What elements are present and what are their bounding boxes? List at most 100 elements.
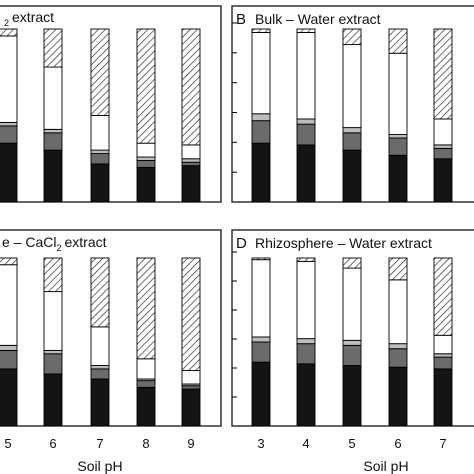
panel-a-bar-3-segment-lightgray: [90, 149, 110, 155]
panel-d-bar-2-segment-darkgray: [296, 343, 316, 365]
x-tick-label-5: 5: [4, 436, 11, 451]
panel-c-bar-4-segment-darkgray: [136, 380, 156, 388]
panel-b-bar-3-segment-black: [342, 149, 362, 203]
panel-d-bar-4-segment-white: [388, 279, 408, 345]
left-x-axis-title: Soil pH: [77, 458, 122, 474]
panel-c-bar-4-segment-white: [136, 358, 156, 380]
panel-d-bar-3-segment-hatched: [342, 257, 362, 269]
panel-d-bar-1-segment-white: [251, 259, 271, 338]
panel-b-bar-5-segment-lightgray: [433, 144, 453, 149]
panel-a-bar-5-segment-white: [181, 144, 201, 160]
panel-c-bar-2-segment-darkgray: [43, 353, 63, 375]
panel-b-bar-2-segment-black: [296, 144, 316, 203]
panel-a-bars: [0, 28, 201, 203]
panel-b-bar-3-segment-hatched: [342, 28, 362, 46]
panel-b-bar-2-segment-white: [296, 32, 316, 120]
panel-d-bar-1-segment-darkgray: [251, 341, 271, 363]
panel-d-bar-5-segment-hatched: [433, 257, 453, 336]
panel-c-bar-2-segment-black: [43, 373, 63, 427]
panel-c-bar-3-segment-hatched: [90, 257, 110, 328]
panel-c-bar-2-segment-lightgray: [43, 349, 63, 355]
x-tick-label-4: 4: [302, 436, 309, 451]
panel-c-bar-4-segment-hatched: [136, 257, 156, 360]
panel-a-title-sub: 2: [4, 18, 9, 28]
panel-d-bar-3-segment-white: [342, 267, 362, 341]
panel-d-bar-1-segment-lightgray: [251, 336, 271, 343]
panel-b-bar-4-segment-hatched: [388, 28, 408, 54]
panel-b-bar-1-segment-black: [251, 142, 271, 203]
panel-a-bar-3-segment-black: [90, 163, 110, 203]
panel-a-bar-5-segment-hatched: [181, 28, 201, 146]
left-x-tick-labels: 5 6 7 8 9: [4, 436, 194, 451]
panel-a-bar-1-segment-darkgray: [0, 125, 18, 144]
panel-a-bar-2-segment-hatched: [43, 28, 63, 68]
panel-b-bar-1-segment-lightgray: [251, 113, 271, 122]
panel-b-bar-4-segment-white: [388, 52, 408, 135]
panel-c-bar-1-segment-white: [0, 264, 18, 346]
panel-b-bar-5-segment-hatched: [433, 28, 453, 120]
panel-b-bar-4-segment-lightgray: [388, 134, 408, 139]
panel-d-bar-1-segment-hatched: [251, 257, 271, 261]
panel-c-bar-5-segment-hatched: [181, 257, 201, 372]
panel-d-bar-5-segment-darkgray: [433, 356, 453, 370]
panel-c-bar-1-segment-black: [0, 368, 18, 427]
panel-a-bar-2-segment-white: [43, 66, 63, 130]
panel-c-title-text: extract: [64, 234, 106, 250]
panel-c-bar-3-segment-darkgray: [90, 368, 110, 380]
x-tick-label-5: 5: [348, 436, 355, 451]
panel-d-bars: [251, 257, 453, 427]
panel-a-bar-5-segment-lightgray: [181, 158, 201, 163]
panel-b-bar-1-segment-hatched: [251, 28, 271, 33]
panel-d-label: D: [236, 235, 247, 252]
panel-d-bar-4-segment-black: [388, 366, 408, 427]
panel-b-bar-5-segment-white: [433, 118, 453, 146]
panel-b-bar-3-segment-lightgray: [342, 127, 362, 134]
panel-c-bar-5-segment-white: [181, 370, 201, 385]
panel-d-bar-4-segment-hatched: [388, 257, 408, 281]
panel-d: D Rhizosphere – Water extract: [231, 229, 474, 427]
right-x-axis-title: Soil pH: [363, 458, 408, 474]
panel-d-bar-3-segment-darkgray: [342, 344, 362, 366]
panel-a-bar-4-segment-lightgray: [136, 156, 156, 161]
panel-d-bar-2-segment-hatched: [296, 257, 316, 262]
panel-b-bar-4-segment-darkgray: [388, 137, 408, 156]
x-tick-label-6: 6: [394, 436, 401, 451]
panel-a-bar-1-segment-white: [0, 35, 18, 123]
panel-d-bar-2-segment-black: [296, 363, 316, 427]
panel-c-bar-5-segment-darkgray: [181, 385, 201, 390]
panel-c-title: e – CaCl2 extract: [2, 234, 107, 253]
panel-b-bar-2-segment-darkgray: [296, 123, 316, 146]
panel-a-bar-1-segment-lightgray: [0, 121, 18, 127]
panel-b-label: B: [236, 11, 246, 28]
panel-d-title: Rhizosphere – Water extract: [255, 235, 432, 251]
panel-b-bar-2-segment-lightgray: [296, 118, 316, 125]
panel-a-bar-2-segment-darkgray: [43, 132, 63, 151]
panel-b-title: Bulk – Water extract: [255, 11, 381, 27]
panel-d-bar-2-segment-lightgray: [296, 338, 316, 345]
panel-a-bar-5-segment-black: [181, 165, 201, 203]
panel-a-bar-1-segment-black: [0, 142, 18, 203]
panel-a-bar-2-segment-black: [43, 149, 63, 203]
panel-c-bar-3-segment-white: [90, 326, 110, 366]
panel-a-title-text: extract: [12, 9, 54, 25]
panel-b-yticks: [232, 22, 237, 203]
panel-a-bar-3-segment-white: [90, 115, 110, 151]
panel-b-bar-2-segment-hatched: [296, 28, 316, 33]
panel-c-bar-1-segment-lightgray: [0, 344, 18, 351]
panel-b-bar-1-segment-white: [251, 32, 271, 115]
panel-c-bar-5-segment-black: [181, 388, 201, 427]
panel-c-bar-2-segment-white: [43, 291, 63, 351]
panel-d-bar-4-segment-lightgray: [388, 343, 408, 350]
x-tick-label-7: 7: [96, 436, 103, 451]
panel-c-bar-4-segment-black: [136, 386, 156, 427]
panel-d-bar-3-segment-black: [342, 365, 362, 427]
panel-b-bars: [251, 28, 453, 203]
right-x-tick-labels: 3 4 5 6 7: [257, 436, 446, 451]
panel-b-bar-4-segment-black: [388, 154, 408, 203]
x-tick-label-7: 7: [439, 436, 446, 451]
panel-d-bar-4-segment-darkgray: [388, 348, 408, 368]
panel-a-bar-3-segment-darkgray: [90, 153, 110, 165]
panel-c-bar-1-segment-darkgray: [0, 349, 18, 370]
panel-c-bar-3-segment-lightgray: [90, 365, 110, 370]
